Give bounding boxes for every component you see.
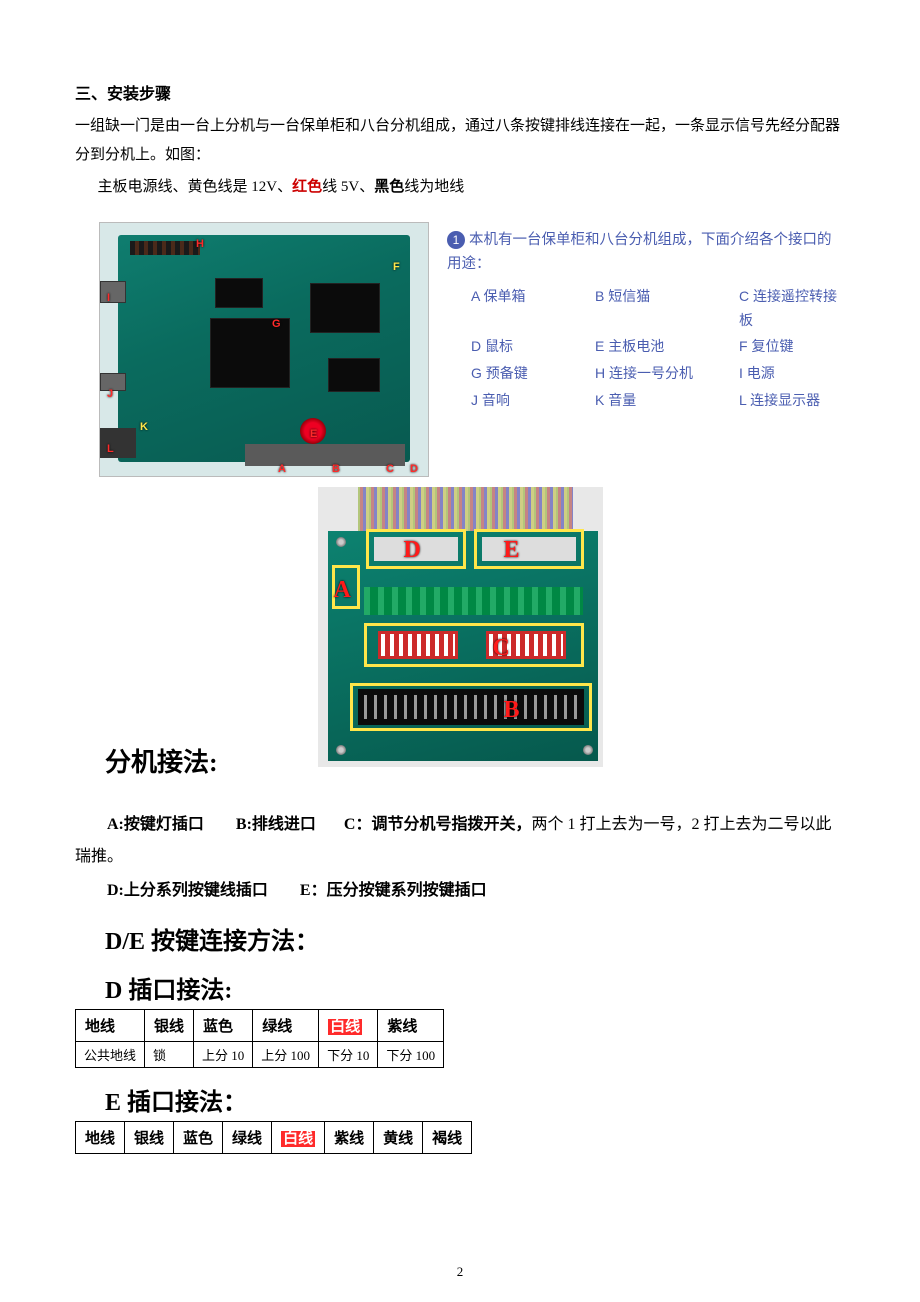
board-label-D: D [410, 463, 418, 475]
desc-A: 按键灯插口 [124, 816, 204, 833]
table-cell: 银线 [145, 1009, 194, 1041]
table-cell: 蓝色 [194, 1009, 253, 1041]
board-label-E: E [310, 428, 317, 440]
text-red: 红色 [292, 179, 322, 195]
table-cell: 上分 10 [194, 1041, 253, 1067]
page-number: 2 [0, 1264, 920, 1280]
label-E: E： [300, 882, 327, 899]
table-cell: 黄线 [374, 1121, 423, 1153]
table-d: 地线银线蓝色绿线白线紫线 公共地线锁上分 10上分 100下分 10下分 100 [75, 1009, 444, 1068]
board-label-J: J [107, 388, 113, 400]
board-label-F: F [393, 261, 400, 273]
chip-4 [215, 278, 263, 308]
table-d-data-row: 公共地线锁上分 10上分 100下分 10下分 100 [76, 1041, 444, 1067]
table-cell: 绿线 [223, 1121, 272, 1153]
info-grid: A 保单箱B 短信猫C 连接遥控转接板 D 鼠标E 主板电池F 复位键 G 预备键H… [471, 285, 845, 413]
desc-D: 上分系列按键线插口 [124, 882, 268, 899]
board-label-A: A [278, 463, 286, 475]
table-cell: 锁 [145, 1041, 194, 1067]
table-cell: 上分 100 [253, 1041, 319, 1067]
chip-3 [328, 358, 380, 392]
desc-C-pre: 调节分机号指拨开关， [371, 816, 531, 833]
info-panel: 1本机有一台保单柜和八台分机组成，下面介绍各个接口的用途： A 保单箱B 短信猫… [447, 222, 845, 413]
bottom-connector-row [245, 444, 405, 466]
table-cell: 白线 [272, 1121, 325, 1153]
table-cell: 银线 [125, 1121, 174, 1153]
box-E [474, 529, 584, 569]
main-board-figure: H F I G J K L E A B C D [99, 222, 429, 477]
info-item: A 保单箱 [471, 285, 591, 333]
heading-d-socket: D 插口接法: [105, 970, 845, 1005]
board-label-K: K [140, 421, 148, 433]
dip-switch-1 [378, 631, 458, 659]
text-post: 线为地线 [404, 179, 464, 195]
ribbon-wires [358, 487, 573, 533]
info-item: L 连接显示器 [739, 389, 845, 413]
heading-e-socket: E 插口接法： [105, 1082, 845, 1117]
port-left-1 [100, 281, 126, 303]
board-label-C: C [386, 463, 394, 475]
sub-label-E: E [504, 537, 520, 564]
text-mid: 线 5V、 [322, 179, 374, 195]
info-item: B 短信猫 [595, 285, 735, 333]
table-cell: 下分 10 [319, 1041, 378, 1067]
wire-color-paragraph: 主板电源线、黄色线是 12V、红色线 5V、黑色线为地线 [75, 173, 845, 202]
header-connector [358, 689, 584, 725]
label-B: B: [236, 816, 252, 833]
table-e: 地线银线蓝色绿线白线紫线黄线褐线 [75, 1121, 472, 1154]
label-A: A: [107, 816, 124, 833]
sub-label-B: B [504, 697, 520, 724]
port-left-3 [100, 428, 136, 458]
info-item: I 电源 [739, 362, 845, 386]
table-e-header-row: 地线银线蓝色绿线白线紫线黄线褐线 [76, 1121, 472, 1153]
text-black-bold: 黑色 [374, 179, 404, 195]
sub-label-C: C [493, 635, 510, 662]
resistor-bank [130, 241, 200, 255]
table-cell: 褐线 [423, 1121, 472, 1153]
sub-label-D: D [404, 537, 421, 564]
label-D: D: [107, 882, 124, 899]
table-cell: 地线 [76, 1009, 145, 1041]
info-lead-text: 本机有一台保单柜和八台分机组成，下面介绍各个接口的用途： [447, 232, 832, 273]
text-pre: 主板电源线、黄色线是 12V、 [98, 179, 293, 195]
desc-E: 压分按键系列按键插口 [327, 882, 487, 899]
table-cell: 紫线 [325, 1121, 374, 1153]
info-item: G 预备键 [471, 362, 591, 386]
info-item: K 音量 [595, 389, 735, 413]
board-label-L: L [107, 443, 114, 455]
table-d-header-row: 地线银线蓝色绿线白线紫线 [76, 1009, 444, 1041]
section-heading: 三、安装步骤 [75, 80, 845, 104]
chip-2 [310, 283, 380, 333]
heading-de-method: D/E 按键连接方法： [105, 921, 845, 956]
board-label-G: G [272, 318, 281, 330]
table-cell: 紫线 [378, 1009, 444, 1041]
table-cell: 公共地线 [76, 1041, 145, 1067]
board-label-I: I [107, 292, 110, 304]
info-lead: 1本机有一台保单柜和八台分机组成，下面介绍各个接口的用途： [447, 228, 845, 277]
label-C: C： [344, 816, 372, 833]
sub-label-A: A [334, 577, 351, 604]
figure-row-1: H F I G J K L E A B C D 1本机有一台保单柜和八台分机组成，下面介绍各个接口的用… [75, 222, 845, 477]
screw-icon [336, 537, 346, 547]
info-item: F 复位键 [739, 335, 845, 359]
info-item: J 音响 [471, 389, 591, 413]
info-number-icon: 1 [447, 231, 465, 249]
component-strip [364, 587, 583, 615]
board-label-B: B [332, 463, 340, 475]
info-item: C 连接遥控转接板 [739, 285, 845, 333]
intro-paragraph: 一组缺一门是由一台上分机与一台保单柜和八台分机组成，通过八条按键排线连接在一起，… [75, 112, 845, 169]
desc-B: 排线进口 [252, 816, 316, 833]
table-cell: 蓝色 [174, 1121, 223, 1153]
connectors-description: A:按键灯插口 B:排线进口 C：调节分机号指拨开关，两个 1 打上去为一号，2… [75, 809, 845, 907]
table-cell: 白线 [319, 1009, 378, 1041]
board-label-H: H [196, 238, 204, 250]
info-item: H 连接一号分机 [595, 362, 735, 386]
info-item: E 主板电池 [595, 335, 735, 359]
table-cell: 地线 [76, 1121, 125, 1153]
info-item: D 鼠标 [471, 335, 591, 359]
table-cell: 下分 100 [378, 1041, 444, 1067]
sub-heading: 分机接法: [105, 742, 218, 779]
table-cell: 绿线 [253, 1009, 319, 1041]
